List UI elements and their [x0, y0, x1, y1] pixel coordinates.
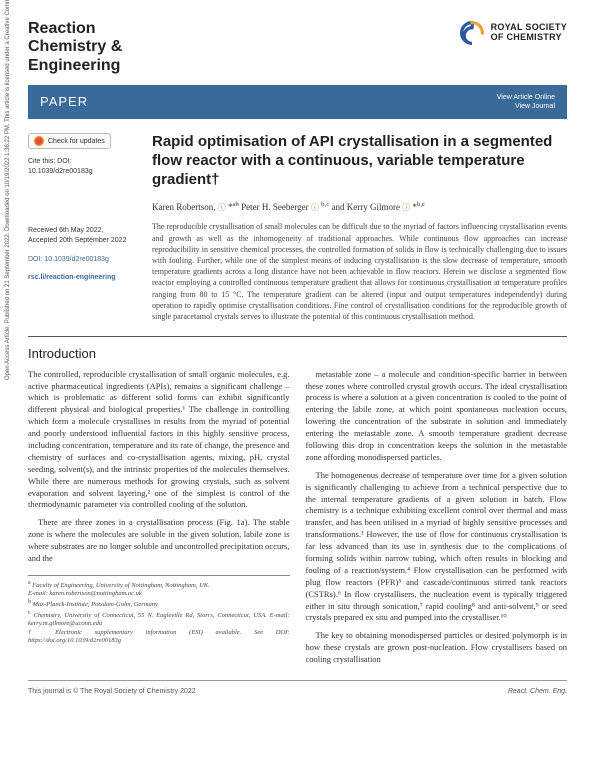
- view-links: View Article Online View Journal: [497, 93, 555, 111]
- authors: Karen Robertson, ⓘ *ab Peter H. Seeberge…: [152, 200, 567, 214]
- abstract: The reproducible crystallisation of smal…: [152, 221, 567, 322]
- crossmark-icon: [34, 136, 44, 146]
- intro-para: The key to obtaining monodispersed parti…: [306, 630, 568, 666]
- rsc-short-link[interactable]: rsc.li/reaction-engineering: [28, 273, 138, 282]
- doi: DOI: 10.1039/d2re00183g: [28, 255, 138, 264]
- article-title: Rapid optimisation of API crystallisatio…: [152, 133, 567, 189]
- introduction-heading: Introduction: [28, 345, 567, 363]
- footer-copyright: This journal is © The Royal Society of C…: [28, 687, 196, 696]
- intro-para: The controlled, reproducible crystallisa…: [28, 369, 290, 512]
- header-row: Reaction Chemistry & Engineering ROYAL S…: [28, 20, 567, 75]
- affiliation-a-email: E-mail: karen.robertson@nottingham.ac.uk: [28, 590, 290, 598]
- check-updates-label: Check for updates: [48, 137, 105, 146]
- affiliation-b: Max-Planck-Institute, Potsdam-Golm, Germ…: [33, 601, 158, 608]
- right-content: Rapid optimisation of API crystallisatio…: [152, 133, 567, 322]
- intro-para: metastable zone – a molecule and conditi…: [306, 369, 568, 464]
- rsc-icon: [459, 20, 485, 46]
- received-date: Received 6th May 2022,: [28, 226, 138, 235]
- body-text: The controlled, reproducible crystallisa…: [28, 369, 567, 666]
- accepted-date: Accepted 20th September 2022: [28, 236, 138, 245]
- page: Open Access Article. Published on 21 Sep…: [0, 0, 595, 716]
- affiliation-c: Chemistry, University of Connecticut, 55…: [28, 612, 290, 627]
- view-article-online-link[interactable]: View Article Online: [497, 93, 555, 102]
- publisher-name: ROYAL SOCIETY OF CHEMISTRY: [491, 23, 567, 43]
- main-content: Check for updates Cite this: DOI: 10.103…: [28, 133, 567, 322]
- paper-bar: PAPER View Article Online View Journal: [28, 85, 567, 119]
- intro-para: There are three zones in a crystallisati…: [28, 517, 290, 565]
- paper-label: PAPER: [40, 93, 88, 111]
- footer: This journal is © The Royal Society of C…: [28, 680, 567, 696]
- esi-note: † Electronic supplementary information (…: [28, 629, 290, 646]
- section-divider: [28, 336, 567, 337]
- intro-para: The homogeneous decrease of temperature …: [306, 470, 568, 625]
- footer-journal-abbrev: React. Chem. Eng.: [508, 687, 567, 696]
- check-updates-button[interactable]: Check for updates: [28, 133, 111, 149]
- affiliation-a: Faculty of Engineering, University of No…: [32, 582, 209, 589]
- cite-this: Cite this: DOI: 10.1039/d2re00183g: [28, 157, 138, 176]
- dates-block: Received 6th May 2022, Accepted 20th Sep…: [28, 226, 138, 245]
- view-journal-link[interactable]: View Journal: [497, 102, 555, 111]
- publisher-logo: ROYAL SOCIETY OF CHEMISTRY: [459, 20, 567, 46]
- left-metadata: Check for updates Cite this: DOI: 10.103…: [28, 133, 138, 322]
- open-access-side-text: Open Access Article. Published on 21 Sep…: [4, 80, 12, 380]
- journal-title: Reaction Chemistry & Engineering: [28, 20, 122, 75]
- affiliations: a Faculty of Engineering, University of …: [28, 575, 290, 646]
